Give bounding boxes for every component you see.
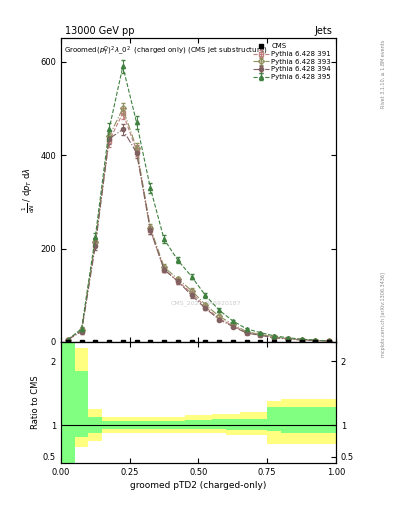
CMS xyxy=(176,339,180,345)
Line: CMS: CMS xyxy=(65,339,332,345)
CMS xyxy=(120,339,125,345)
CMS xyxy=(299,339,304,345)
Y-axis label: $\frac{1}{\mathrm{d}N}$ / $\mathrm{d}p_T$ $\mathrm{d}\lambda$: $\frac{1}{\mathrm{d}N}$ / $\mathrm{d}p_T… xyxy=(21,167,37,213)
CMS xyxy=(327,339,332,345)
CMS xyxy=(285,339,290,345)
CMS xyxy=(65,339,70,345)
CMS xyxy=(272,339,277,345)
CMS xyxy=(244,339,249,345)
CMS xyxy=(79,339,84,345)
Text: Rivet 3.1.10, ≥ 1.8M events: Rivet 3.1.10, ≥ 1.8M events xyxy=(381,39,386,108)
CMS xyxy=(134,339,139,345)
CMS xyxy=(313,339,318,345)
Text: mcplots.cern.ch [arXiv:1306.3436]: mcplots.cern.ch [arXiv:1306.3436] xyxy=(381,272,386,357)
X-axis label: groomed pTD2 (charged-only): groomed pTD2 (charged-only) xyxy=(130,481,267,490)
CMS xyxy=(148,339,152,345)
CMS xyxy=(203,339,208,345)
CMS xyxy=(93,339,97,345)
CMS xyxy=(162,339,167,345)
Text: 13000 GeV pp: 13000 GeV pp xyxy=(65,26,134,36)
Legend: CMS, Pythia 6.428 391, Pythia 6.428 393, Pythia 6.428 394, Pythia 6.428 395: CMS, Pythia 6.428 391, Pythia 6.428 393,… xyxy=(252,42,332,81)
CMS xyxy=(107,339,112,345)
Text: CMS_2021_PAS920187: CMS_2021_PAS920187 xyxy=(171,300,242,306)
CMS xyxy=(217,339,222,345)
CMS xyxy=(258,339,263,345)
CMS xyxy=(230,339,235,345)
Y-axis label: Ratio to CMS: Ratio to CMS xyxy=(31,376,40,430)
CMS xyxy=(189,339,194,345)
Text: Groomed$(p_T^D)^2\lambda\_0^2$  (charged only) (CMS jet substructure): Groomed$(p_T^D)^2\lambda\_0^2$ (charged … xyxy=(64,45,267,58)
Text: Jets: Jets xyxy=(314,26,332,36)
